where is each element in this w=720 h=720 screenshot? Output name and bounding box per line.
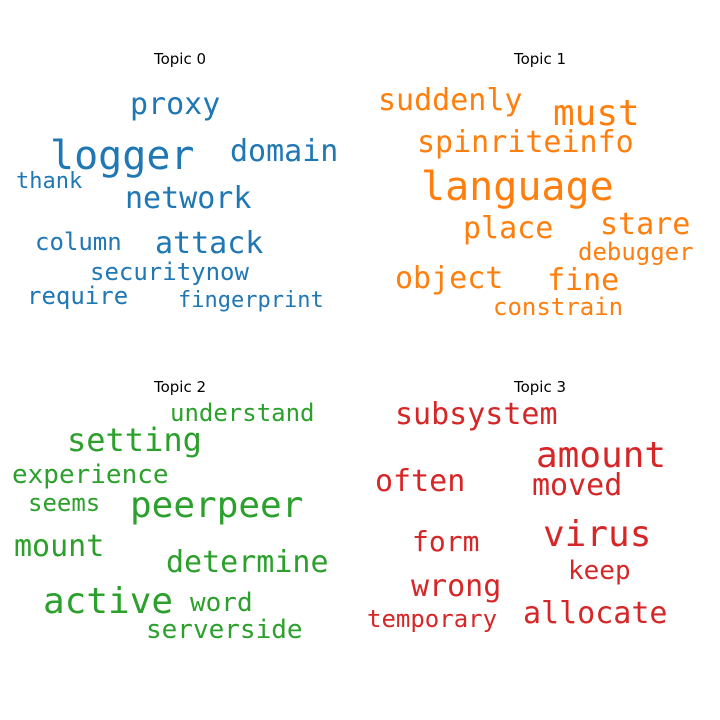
- topic-2-word: seems: [28, 489, 101, 517]
- topic-3-title: Topic 3: [513, 378, 567, 396]
- topic-3-word: moved: [532, 468, 623, 503]
- topic-2-word: mount: [14, 529, 105, 564]
- topic-0-word: require: [27, 282, 129, 310]
- topic-0-word: securitynow: [90, 258, 249, 286]
- topic-2-panel: Topic 2 understand setting experience se…: [0, 328, 360, 688]
- topic-3-word: allocate: [523, 596, 668, 631]
- topic-2-title: Topic 2: [153, 378, 207, 396]
- topic-1-word: suddenly: [378, 83, 523, 118]
- topic-1-word: must: [553, 93, 640, 134]
- topic-0-word: thank: [16, 169, 83, 194]
- topic-2-word: experience: [12, 460, 169, 490]
- topic-0-word: column: [35, 228, 122, 256]
- topic-3-word: amount: [536, 435, 667, 476]
- topic-1-panel: Topic 1 suddenly must spinriteinfo langu…: [360, 0, 720, 360]
- topic-0-panel: Topic 0 logger proxy domain network than…: [0, 0, 360, 360]
- topic-1-word: language: [421, 164, 614, 210]
- topic-2-word: setting: [67, 421, 202, 459]
- topic-1-word: spinriteinfo: [417, 125, 634, 160]
- topic-0-word: attack: [155, 226, 264, 261]
- topic-2-word: active: [43, 581, 174, 622]
- topic-1-title: Topic 1: [513, 50, 567, 68]
- topic-1-word: debugger: [578, 238, 694, 266]
- topic-0-word: network: [125, 181, 252, 216]
- topic-3-word: often: [375, 464, 466, 499]
- topic-0-word: proxy: [130, 87, 221, 122]
- topic-2-word: determine: [166, 545, 329, 580]
- topic-0-title: Topic 0: [153, 50, 207, 68]
- topic-3-word: wrong: [411, 569, 502, 604]
- topic-0-word: logger: [50, 133, 195, 179]
- topic-3-panel: Topic 3 subsystem amount often moved vir…: [360, 328, 720, 688]
- topic-1-word: object: [395, 261, 504, 296]
- topic-3-word: subsystem: [395, 397, 558, 432]
- topic-2-word: understand: [170, 399, 315, 427]
- topic-1-word: fine: [547, 263, 620, 298]
- topic-2-word: word: [190, 588, 253, 618]
- topic-1-word: place: [463, 211, 554, 246]
- topic-3-word: form: [412, 525, 480, 558]
- topic-1-word: stare: [600, 207, 691, 242]
- topic-2-word: peerpeer: [130, 485, 304, 526]
- topic-0-word: domain: [230, 134, 339, 169]
- topic-1-word: constrain: [493, 293, 624, 321]
- topic-3-word: temporary: [367, 605, 498, 633]
- topic-2-word: serverside: [146, 615, 303, 645]
- topic-3-word: virus: [543, 514, 652, 555]
- topic-0-word: fingerprint: [178, 288, 324, 313]
- topic-3-word: keep: [568, 556, 631, 586]
